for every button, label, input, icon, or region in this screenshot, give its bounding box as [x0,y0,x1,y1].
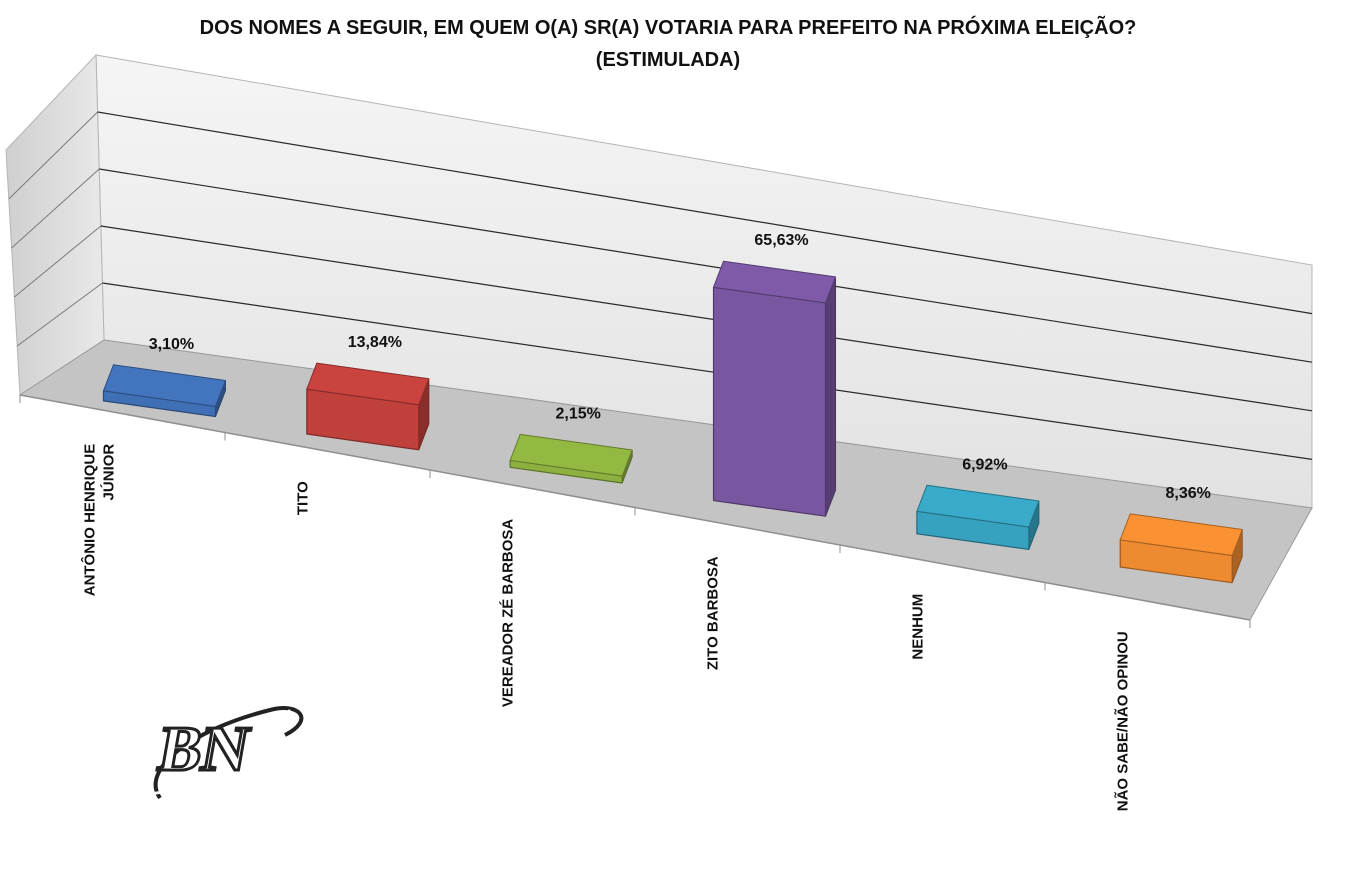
category-label-line: VEREADOR ZÉ BARBOSA [500,519,517,708]
data-label: 2,15% [555,405,600,422]
data-label: 65,63% [754,232,808,249]
gridline-back [102,282,1313,460]
bar [102,364,226,418]
data-label: 3,10% [149,336,194,353]
data-labels-group: 3,10% 13,84% 2,15% 65,63% 6,92% 8,36% [149,232,1211,502]
gridline-side [11,168,100,249]
chart-title-line1: DOS NOMES A SEGUIR, EM QUEM O(A) SR(A) V… [200,15,1137,39]
gridlines [8,111,1313,460]
data-label: 13,84% [348,334,402,351]
bar-top-face [713,260,837,304]
bar-top-face [102,364,226,407]
category-label: TITO [295,481,312,515]
category-label-line: JÚNIOR [100,444,118,501]
category-labels-group: ANTÔNIO HENRIQUE JÚNIOR TITO VEREADOR ZÉ BA… [81,444,1132,812]
category-label: ANTÔNIO HENRIQUE JÚNIOR [81,444,118,597]
axis-ticks [19,395,1251,628]
category-label-line: NENHUM [910,594,927,660]
gridline-back [100,225,1313,412]
gridline-side [14,225,102,298]
category-label: NENHUM [910,594,927,660]
category-label-line: TITO [295,481,312,515]
gridline-side [16,282,103,347]
category-label-line: NÃO SABE/NÃO OPINOU [1114,631,1132,811]
bar [712,260,837,517]
bar [509,433,633,484]
gridline-side [8,111,98,200]
bn-logo: BN [149,706,304,800]
category-label: ZITO BARBOSA [705,556,722,670]
bn-logo-text: BN [153,713,254,783]
gridline-back [99,168,1313,363]
bar [1119,513,1243,584]
bars-group [102,260,1243,584]
gridline-back [97,111,1313,315]
bar-top-face [509,433,633,477]
category-label-line: ANTÔNIO HENRIQUE [81,444,99,597]
category-label: NÃO SABE/NÃO OPINOU [1114,631,1132,811]
bar-top-face [1119,513,1243,556]
chart-title-line2: (ESTIMULADA) [596,49,740,71]
bar [916,484,1040,551]
bar-top-face [916,484,1040,528]
bar-top-face [306,362,430,406]
category-label-line: ZITO BARBOSA [705,556,722,670]
data-label: 6,92% [962,456,1007,473]
category-label: VEREADOR ZÉ BARBOSA [500,519,517,708]
bar-side-face [825,276,837,517]
bar [306,362,430,451]
data-label: 8,36% [1166,485,1211,502]
bar-front-face [712,286,827,517]
